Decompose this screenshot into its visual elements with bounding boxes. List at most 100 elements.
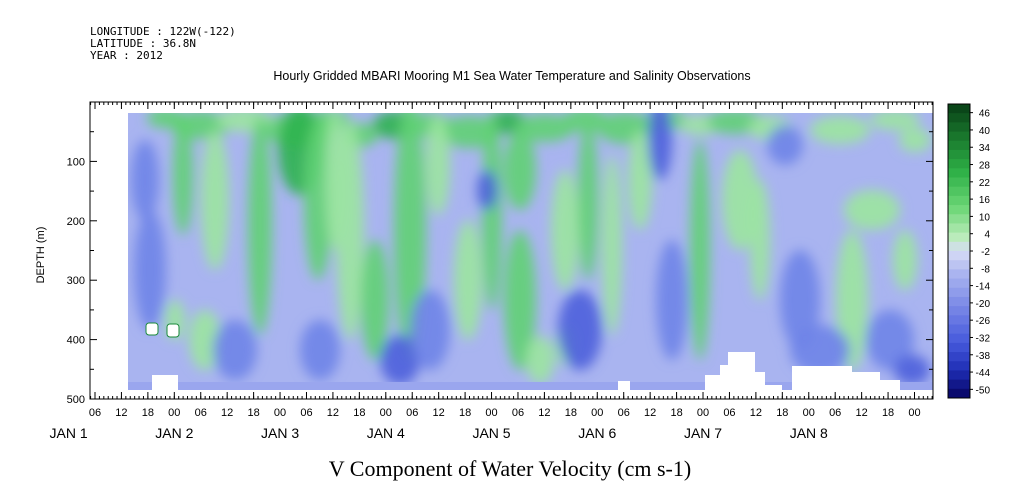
- colorbar-label: -44: [976, 368, 991, 379]
- colorbar-label: -32: [976, 333, 991, 344]
- colorbar-label: 34: [979, 143, 991, 154]
- colorbar-segment: [948, 352, 970, 362]
- x-day-label: JAN 5: [472, 425, 510, 441]
- x-axis-label: V Component of Water Velocity (cm s-1): [329, 456, 691, 481]
- x-tick-label: 00: [803, 407, 815, 419]
- colorbar-segment: [948, 122, 970, 133]
- x-tick-label: 18: [142, 407, 154, 419]
- colorbar-segment: [948, 251, 970, 261]
- colorbar-segment: [948, 159, 970, 169]
- colorbar-segment: [948, 186, 970, 197]
- colorbar-label: -26: [976, 316, 991, 327]
- colorbar: 46 40 34 28 22 16 10 4 -2 -8 -14 -20 -26 -32 -38 -44 -50: [947, 103, 991, 399]
- latitude-label: LATITUDE : 36.8N: [90, 37, 196, 50]
- colorbar-segment: [948, 131, 970, 142]
- colorbar-segment: [948, 177, 970, 188]
- x-tick-label: 06: [723, 407, 735, 419]
- colorbar-segment: [948, 370, 970, 381]
- colorbar-segment: [948, 241, 970, 252]
- colorbar-segment: [948, 342, 970, 353]
- x-tick-label: 06: [406, 407, 418, 419]
- colorbar-segment: [948, 113, 970, 123]
- colorbar-label: -20: [976, 299, 991, 310]
- x-tick-label: 00: [380, 407, 392, 419]
- colorbar-segment: [948, 104, 970, 114]
- x-tick-label: 12: [433, 407, 445, 419]
- colorbar-label: 4: [984, 230, 990, 241]
- colorbar-label: 28: [979, 161, 991, 172]
- x-tick-label: 12: [221, 407, 233, 419]
- x-tick-label: 12: [538, 407, 550, 419]
- colorbar-segment: [948, 269, 970, 280]
- x-tick-label: 00: [697, 407, 709, 419]
- x-tick-label: 12: [327, 407, 339, 419]
- colorbar-segment: [948, 205, 970, 215]
- x-tick-label: 06: [195, 407, 207, 419]
- colorbar-label: 40: [979, 126, 991, 137]
- colorbar-label: -50: [976, 385, 991, 396]
- x-tick-label: 18: [882, 407, 894, 419]
- x-tick-label: 00: [168, 407, 180, 419]
- colorbar-label: 16: [979, 195, 991, 206]
- x-tick-label: 00: [274, 407, 286, 419]
- x-tick-label: 06: [618, 407, 630, 419]
- colorbar-segment: [948, 214, 970, 224]
- x-tick-label: 00: [485, 407, 497, 419]
- colorbar-segment: [948, 140, 970, 151]
- colorbar-segment: [948, 168, 970, 178]
- colorbar-segment: [948, 232, 970, 243]
- y-tick-label: 300: [67, 275, 85, 287]
- x-tick-label: 12: [856, 407, 868, 419]
- colorbar-segment: [948, 296, 970, 307]
- axes: 100 200 300 400 500 06 12 18 00 06 12 18 00 06 12 18 00 0…: [50, 102, 933, 441]
- year-label: YEAR : 2012: [90, 49, 163, 62]
- y-axis-label: DEPTH (m): [35, 227, 47, 284]
- x-tick-label: 00: [908, 407, 920, 419]
- colorbar-segment: [948, 306, 970, 316]
- colorbar-segment: [948, 315, 970, 325]
- x-tick-label: 18: [776, 407, 788, 419]
- colorbar-label: -38: [976, 351, 991, 362]
- x-day-label: JAN 7: [684, 425, 722, 441]
- colorbar-segment: [948, 379, 970, 390]
- colorbar-segment: [948, 361, 970, 371]
- x-tick-label: 06: [829, 407, 841, 419]
- x-day-label: JAN 1: [50, 425, 88, 441]
- longitude-label: LONGITUDE : 122W(-122): [90, 25, 236, 38]
- x-day-label: JAN 6: [578, 425, 616, 441]
- y-tick-label: 100: [67, 156, 85, 168]
- x-day-label: JAN 8: [790, 425, 828, 441]
- colorbar-segment: [948, 324, 970, 335]
- colorbar-segment: [948, 260, 970, 270]
- velocity-field: [128, 113, 933, 390]
- x-tick-label: 06: [512, 407, 524, 419]
- x-tick-label: 18: [565, 407, 577, 419]
- y-tick-label: 400: [67, 335, 85, 347]
- x-tick-label: 12: [115, 407, 127, 419]
- x-tick-label: 18: [247, 407, 259, 419]
- x-tick-label: 18: [670, 407, 682, 419]
- y-tick-label: 500: [67, 394, 85, 406]
- missing-data-masks: [128, 322, 933, 390]
- colorbar-segment: [948, 149, 970, 160]
- x-tick-label: 06: [300, 407, 312, 419]
- colorbar-label: -8: [981, 264, 990, 275]
- x-tick-label: 18: [459, 407, 471, 419]
- colorbar-segment: [948, 333, 970, 344]
- colorbar-label: 10: [979, 212, 991, 223]
- colorbar-segment: [948, 223, 970, 234]
- colorbar-segment: [948, 287, 970, 298]
- colorbar-segment: [948, 278, 970, 289]
- x-day-label: JAN 4: [367, 425, 405, 441]
- colorbar-label: -14: [976, 282, 991, 293]
- colorbar-segment: [948, 388, 970, 399]
- x-day-label: JAN 3: [261, 425, 299, 441]
- x-tick-label: 00: [591, 407, 603, 419]
- colorbar-segment: [948, 195, 970, 206]
- x-tick-label: 12: [750, 407, 762, 419]
- x-tick-label: 12: [644, 407, 656, 419]
- colorbar-label: -2: [981, 247, 990, 258]
- x-tick-label: 06: [89, 407, 101, 419]
- x-tick-label: 18: [353, 407, 365, 419]
